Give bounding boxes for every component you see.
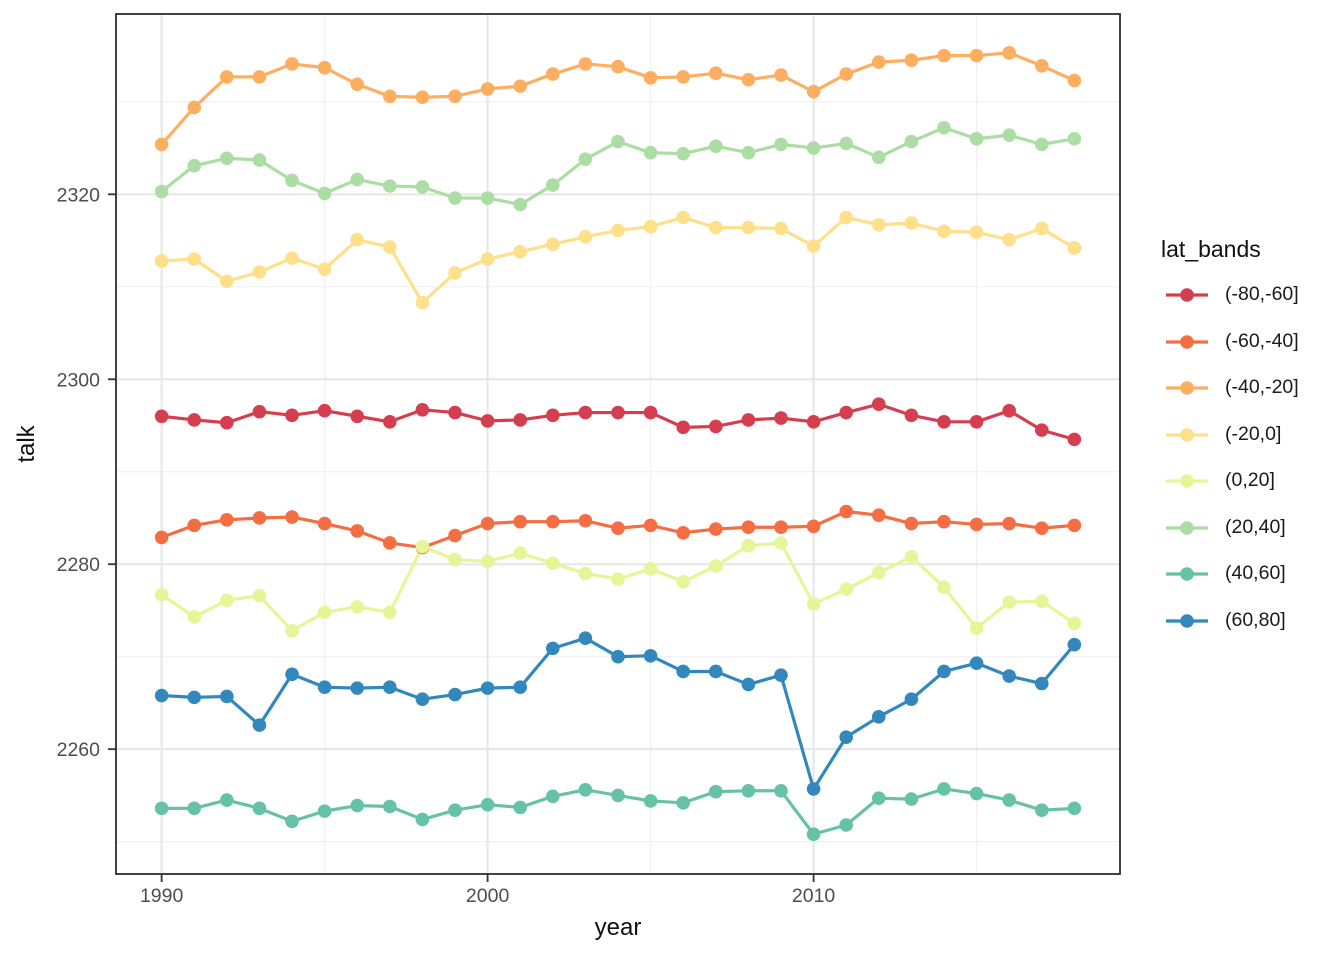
legend-key-icon [1166, 427, 1208, 442]
legend-key-icon [1166, 613, 1208, 628]
legend-item-label: (-20,0] [1225, 422, 1282, 445]
legend-item-label: (40,60] [1225, 562, 1286, 585]
x-tick-label: 1990 [140, 885, 184, 907]
grid-major [116, 14, 1120, 874]
legend-key-icon [1166, 567, 1208, 581]
x-tick-label: 2010 [792, 885, 836, 907]
legend-key-icon [1166, 474, 1208, 488]
series-points-7 [154, 631, 1082, 796]
legend-item-2: (-40,-20] [1166, 377, 1299, 399]
legend-item-0: (-80,-60] [1166, 284, 1299, 306]
legend-key-icon [1166, 520, 1208, 535]
y-tick-label: 2300 [57, 369, 101, 391]
y-axis-title: talk [13, 425, 40, 463]
y-tick-label: 2320 [57, 184, 101, 206]
y-tick-label: 2280 [57, 554, 101, 576]
legend-item-label: (20,40] [1225, 515, 1286, 538]
legend-item-3: (-20,0] [1166, 424, 1299, 446]
series-points-4 [154, 536, 1082, 638]
legend-item-label: (-40,-20] [1225, 376, 1299, 399]
legend-item-label: (-60,-40] [1225, 329, 1299, 352]
panel-background [116, 14, 1120, 874]
y-tick-label: 2260 [57, 739, 101, 761]
x-tick-label: 2000 [466, 885, 510, 907]
legend-item-7: (60,80] [1166, 610, 1299, 632]
y-tick-labels: 2260 2280 2300 2320 [57, 184, 101, 761]
legend-item-6: (40,60] [1166, 563, 1299, 585]
legend-item-5: (20,40] [1166, 517, 1299, 539]
legend-item-label: (-80,-60] [1225, 283, 1299, 306]
legend-item-4: (0,20] [1166, 470, 1299, 492]
x-tick-labels: 1990 2000 2010 [140, 885, 835, 907]
series-points-6 [154, 782, 1082, 842]
legend: lat_bands (-80,-60] (-60,-40] (-40,-20] (-2… [1161, 238, 1299, 632]
series-points-5 [154, 120, 1082, 212]
panel-border [115, 13, 1121, 875]
legend-key-icon [1166, 381, 1208, 395]
legend-item-label: (0,20] [1225, 469, 1275, 492]
series-points-0 [154, 397, 1082, 447]
series-points [154, 46, 1082, 842]
legend-title: lat_bands [1161, 236, 1261, 262]
legend-key-icon [1166, 288, 1208, 302]
legend-items: (-80,-60] (-60,-40] (-40,-20] (-20,0] (0,20]… [1166, 284, 1299, 632]
x-axis-title: year [594, 914, 642, 941]
series-points-2 [154, 46, 1082, 152]
legend-item-1: (-60,-40] [1166, 331, 1299, 353]
axis-ticks [108, 193, 815, 882]
grid-minor [116, 14, 1120, 874]
legend-key-icon [1166, 334, 1208, 349]
legend-item-label: (60,80] [1225, 608, 1286, 631]
series-points-3 [154, 210, 1082, 310]
series-points-1 [154, 504, 1082, 555]
